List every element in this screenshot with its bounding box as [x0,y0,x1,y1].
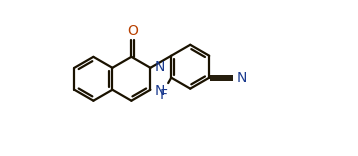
Text: O: O [127,24,138,38]
Text: N: N [154,60,165,74]
Text: N: N [154,83,165,98]
Text: N: N [237,71,247,85]
Text: F: F [160,88,168,102]
